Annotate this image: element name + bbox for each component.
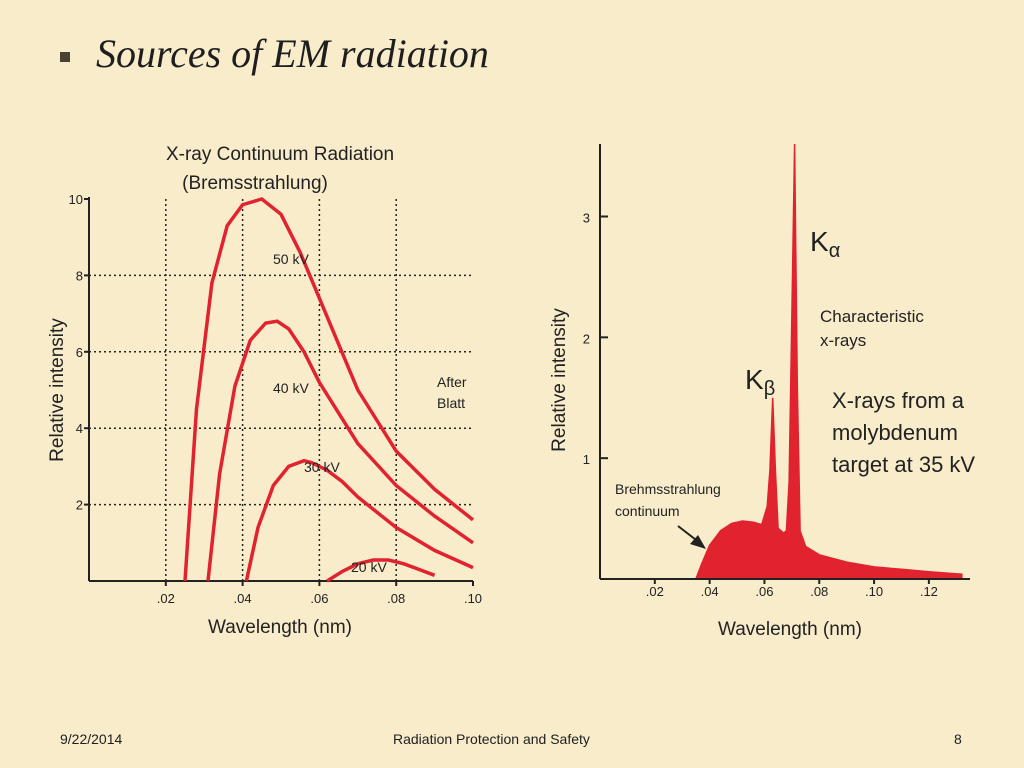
x-tick-label: .08 (810, 584, 828, 599)
chart-title: X-ray Continuum Radiation (166, 144, 394, 165)
annotation-source: molybdenum (832, 420, 958, 445)
series-label: 20 kV (351, 559, 387, 575)
y-tick-label: 2 (583, 331, 590, 346)
x-tick-label: .12 (920, 584, 938, 599)
annotation-continuum: continuum (615, 503, 680, 519)
molybdenum-spectrum-chart: .02 .04 .06 .08 .10 .12 1 2 3 Wavelength (nm) Rela… (549, 143, 975, 640)
series-label: 50 kV (273, 251, 309, 267)
x-tick-label: .06 (310, 591, 328, 606)
series-label: 40 kV (273, 380, 309, 396)
y-axis-label: Relative intensity (47, 318, 68, 462)
x-tick-label: .02 (157, 591, 175, 606)
footer-date: 9/22/2014 (60, 731, 123, 747)
x-tick-label: .02 (646, 584, 664, 599)
annotation-source: target at 35 kV (832, 452, 975, 477)
x-tick-label: .06 (755, 584, 773, 599)
y-tick-label: 1 (583, 452, 590, 467)
annotation-after-blatt: Blatt (437, 395, 465, 411)
x-tick-label: .04 (234, 591, 252, 606)
curve-40kv (206, 319, 474, 582)
chart-subtitle: (Bremsstrahlung) (182, 173, 328, 194)
peak-label-kalpha: Kα (810, 226, 840, 262)
y-tick-label: 10 (69, 192, 83, 207)
y-tick-label: 3 (583, 211, 590, 226)
annotation-after-blatt: After (437, 374, 467, 390)
annotation-characteristic: x-rays (820, 331, 866, 350)
y-tick-label: 8 (76, 268, 83, 283)
x-tick-label: .04 (701, 584, 719, 599)
slide-title: Sources of EM radiation (60, 28, 489, 78)
x-tick-label: .10 (464, 591, 482, 606)
curve-20kv (326, 558, 436, 583)
series-label: 30 kV (304, 459, 340, 475)
arrow-head-icon (690, 535, 706, 549)
page-number: 8 (954, 731, 962, 747)
y-tick-label: 6 (76, 345, 83, 360)
bullet-square-icon (60, 52, 70, 62)
y-tick-label: 2 (76, 498, 83, 513)
x-tick-label: .08 (387, 591, 405, 606)
annotation-continuum: Brehmsstrahlung (615, 481, 721, 497)
annotation-source: X-rays from a (832, 388, 965, 413)
y-axis-label: Relative intensity (549, 308, 570, 452)
x-axis-label: Wavelength (nm) (208, 617, 352, 638)
bremsstrahlung-chart: X-ray Continuum Radiation (Bremsstrahlung… (47, 144, 482, 638)
x-axis-label: Wavelength (nm) (718, 619, 862, 640)
annotation-characteristic: Characteristic (820, 307, 924, 326)
curve-30kv (244, 458, 474, 582)
curve-50kv (183, 197, 475, 582)
spectrum-area (694, 143, 963, 580)
y-tick-label: 4 (76, 421, 83, 436)
footer-title: Radiation Protection and Safety (393, 731, 590, 747)
x-tick-label: .10 (865, 584, 883, 599)
slide-title-text: Sources of EM radiation (96, 30, 489, 76)
peak-label-kbeta: Kβ (745, 364, 775, 400)
